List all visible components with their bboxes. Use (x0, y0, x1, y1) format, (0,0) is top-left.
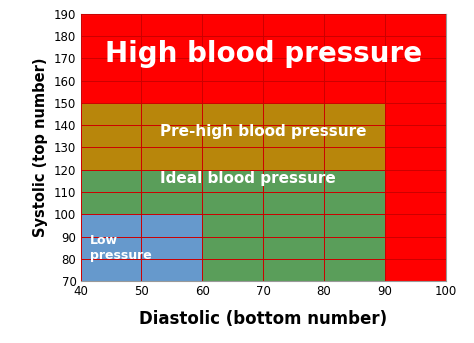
Text: Pre-high blood pressure: Pre-high blood pressure (160, 125, 366, 139)
Text: Ideal blood pressure: Ideal blood pressure (160, 171, 336, 186)
Y-axis label: Systolic (top number): Systolic (top number) (34, 58, 48, 237)
X-axis label: Diastolic (bottom number): Diastolic (bottom number) (139, 309, 387, 328)
Text: Low
pressure: Low pressure (90, 234, 152, 262)
Text: High blood pressure: High blood pressure (104, 40, 422, 68)
